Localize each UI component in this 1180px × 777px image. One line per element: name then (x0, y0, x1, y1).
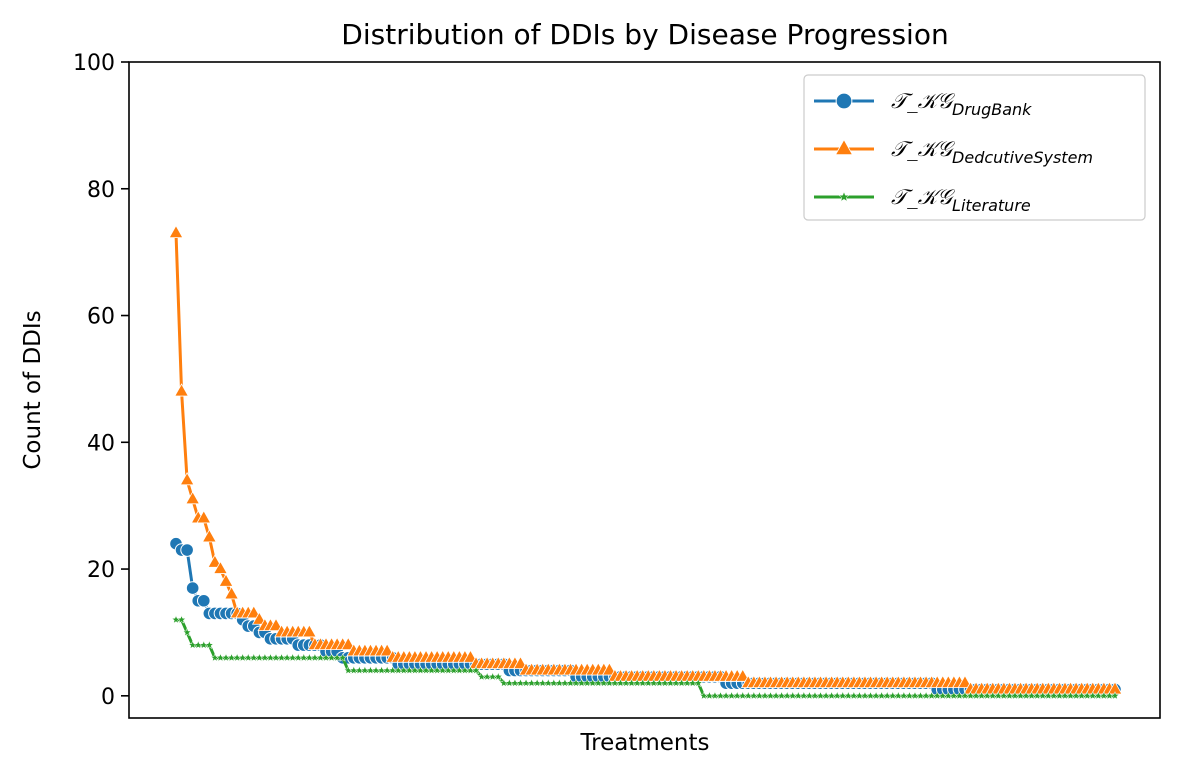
data-point (179, 472, 195, 486)
data-point (471, 665, 481, 675)
data-point (218, 573, 234, 587)
x-axis-label: Treatments (579, 730, 709, 756)
data-point (268, 617, 284, 631)
plot-frame (128, 61, 1161, 719)
data-point (251, 611, 267, 625)
y-tick-label: 60 (87, 305, 115, 330)
data-point (338, 652, 348, 662)
legend-marker (834, 138, 854, 156)
legend-label-subscript: DedcutiveSystem (952, 148, 1093, 167)
data-point (176, 614, 187, 624)
y-tick-label: 0 (101, 685, 115, 710)
data-point (207, 554, 223, 568)
legend: 𝒯_𝒦𝒢DrugBank𝒯_𝒦𝒢DedcutiveSystem𝒯_𝒦𝒢Liter… (803, 74, 1146, 221)
data-point (301, 624, 317, 638)
data-point (196, 593, 211, 608)
series-Literature (171, 614, 1120, 700)
data-point (693, 678, 703, 688)
data-point (185, 491, 201, 505)
y-tick-label: 100 (73, 51, 115, 76)
data-point (513, 655, 528, 670)
data-point (180, 543, 194, 557)
y-tick-label: 80 (87, 178, 115, 203)
data-point (224, 586, 239, 600)
data-point (213, 560, 228, 574)
legend-label-subscript: DrugBank (952, 100, 1032, 119)
data-point (174, 383, 189, 397)
data-point (463, 649, 478, 663)
data-point (957, 674, 973, 689)
data-point (1110, 690, 1120, 700)
legend-marker (835, 92, 853, 110)
data-point (493, 671, 503, 681)
data-point (379, 643, 395, 657)
legend-label-subscript: Literature (952, 196, 1031, 215)
data-point (340, 636, 356, 651)
legend-marker (838, 191, 850, 202)
data-point (182, 627, 192, 637)
legend-box (803, 74, 1146, 221)
series-DedcutiveSystem (168, 224, 1123, 695)
y-tick-label: 20 (87, 558, 115, 583)
series-layer (168, 224, 1123, 700)
data-point (204, 640, 214, 650)
data-point (196, 510, 212, 524)
data-point (168, 224, 184, 239)
y-tick-label: 40 (87, 431, 115, 456)
y-axis-label: Count of DDIs (20, 310, 46, 469)
chart-title: Distribution of DDIs by Disease Progress… (341, 18, 948, 51)
data-point (201, 529, 217, 543)
data-point (601, 662, 617, 676)
data-point (185, 581, 200, 595)
y-axis: 0 20 40 60 80 100 (73, 51, 129, 710)
data-point (735, 668, 751, 682)
data-point (246, 605, 262, 619)
